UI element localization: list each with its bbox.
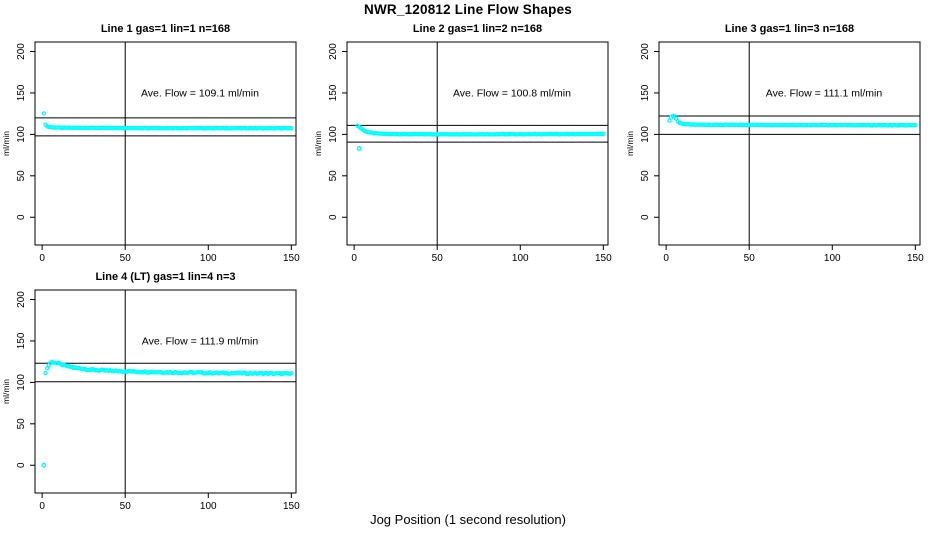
x-tick-label: 50: [744, 253, 756, 264]
y-tick-label: 0: [328, 214, 339, 220]
y-tick-label: 200: [16, 291, 27, 308]
outlier-point: [41, 462, 47, 468]
panel-title: Line 3 gas=1 lin=3 n=168: [725, 23, 854, 35]
x-tick-label: 150: [283, 253, 300, 264]
x-tick-label: 100: [824, 253, 841, 264]
x-tick-label: 150: [595, 253, 612, 264]
x-tick-label: 50: [432, 253, 444, 264]
main-title: NWR_120812 Line Flow Shapes: [364, 2, 572, 17]
x-tick-label: 100: [512, 253, 529, 264]
y-tick-label: 50: [328, 170, 339, 182]
y-tick-label: 50: [640, 170, 651, 182]
panel-1-chart: Line 1 gas=1 lin=1 n=168 0 50 100 150 0 50 100 1…: [1, 23, 300, 264]
data-point: [601, 131, 606, 137]
ave-flow-annotation: Ave. Flow = 111.1 ml/min: [766, 87, 883, 99]
data-point: [667, 118, 672, 123]
x-tick-label: 0: [39, 253, 45, 264]
data-point: [43, 370, 48, 376]
y-tick-label: 100: [16, 126, 27, 143]
x-tick-label: 100: [200, 501, 217, 512]
panel-title: Line 2 gas=1 lin=2 n=168: [413, 23, 542, 35]
data-point: [289, 125, 294, 131]
data-point: [41, 111, 47, 116]
y-tick-label: 150: [640, 84, 651, 101]
panel-title: Line 4 (LT) gas=1 lin=4 n=3: [95, 271, 235, 283]
ave-flow-annotation: Ave. Flow = 109.1 ml/min: [141, 87, 259, 99]
y-tick-label: 0: [640, 214, 651, 220]
x-tick-label: 50: [120, 501, 132, 512]
y-axis-label: ml/min: [625, 131, 635, 156]
x-tick-label: 0: [663, 253, 669, 264]
plot-box: [34, 289, 297, 494]
y-tick-label: 0: [16, 214, 27, 220]
y-axis-label: ml/min: [1, 131, 11, 156]
plot-box: [346, 41, 609, 246]
y-tick-label: 200: [328, 43, 339, 60]
x-tick-label: 50: [120, 253, 132, 264]
y-tick-label: 150: [16, 332, 27, 349]
plot-box: [658, 41, 921, 246]
x-tick-label: 150: [907, 253, 924, 264]
y-tick-label: 200: [16, 43, 27, 60]
y-tick-label: 0: [16, 462, 27, 468]
outer-x-axis-label: Jog Position (1 second resolution): [370, 512, 566, 527]
y-tick-label: 200: [640, 43, 651, 60]
panel-4-chart: Line 4 (LT) gas=1 lin=4 n=3 0 50 100 150 0 50 1…: [1, 271, 300, 512]
y-tick-label: 150: [328, 84, 339, 101]
data-point: [289, 370, 294, 376]
y-tick-label: 100: [328, 126, 339, 143]
ave-flow-annotation: Ave. Flow = 100.8 ml/min: [453, 87, 571, 99]
x-tick-label: 0: [351, 253, 357, 264]
y-axis-label: ml/min: [1, 379, 11, 404]
data-point: [44, 366, 50, 371]
y-axis-label: ml/min: [313, 131, 323, 156]
data-point: [913, 122, 918, 128]
y-tick-label: 100: [16, 374, 27, 391]
y-tick-label: 150: [16, 84, 27, 101]
outlier-point: [356, 146, 362, 151]
plot-box: [34, 41, 297, 246]
y-tick-label: 50: [16, 170, 27, 182]
panel-title: Line 1 gas=1 lin=1 n=168: [101, 23, 230, 35]
x-tick-label: 100: [200, 253, 217, 264]
panel-2-chart: Line 2 gas=1 lin=2 n=168 0 50 100 150 0 50 100 1…: [313, 23, 612, 264]
y-tick-label: 100: [640, 126, 651, 143]
y-tick-label: 50: [16, 418, 27, 430]
x-tick-label: 0: [39, 501, 45, 512]
x-tick-label: 150: [283, 501, 300, 512]
ave-flow-annotation: Ave. Flow = 111.9 ml/min: [142, 335, 259, 347]
panel-3-chart: Line 3 gas=1 lin=3 n=168 0 50 100 150 0 50 100 1…: [625, 23, 924, 264]
